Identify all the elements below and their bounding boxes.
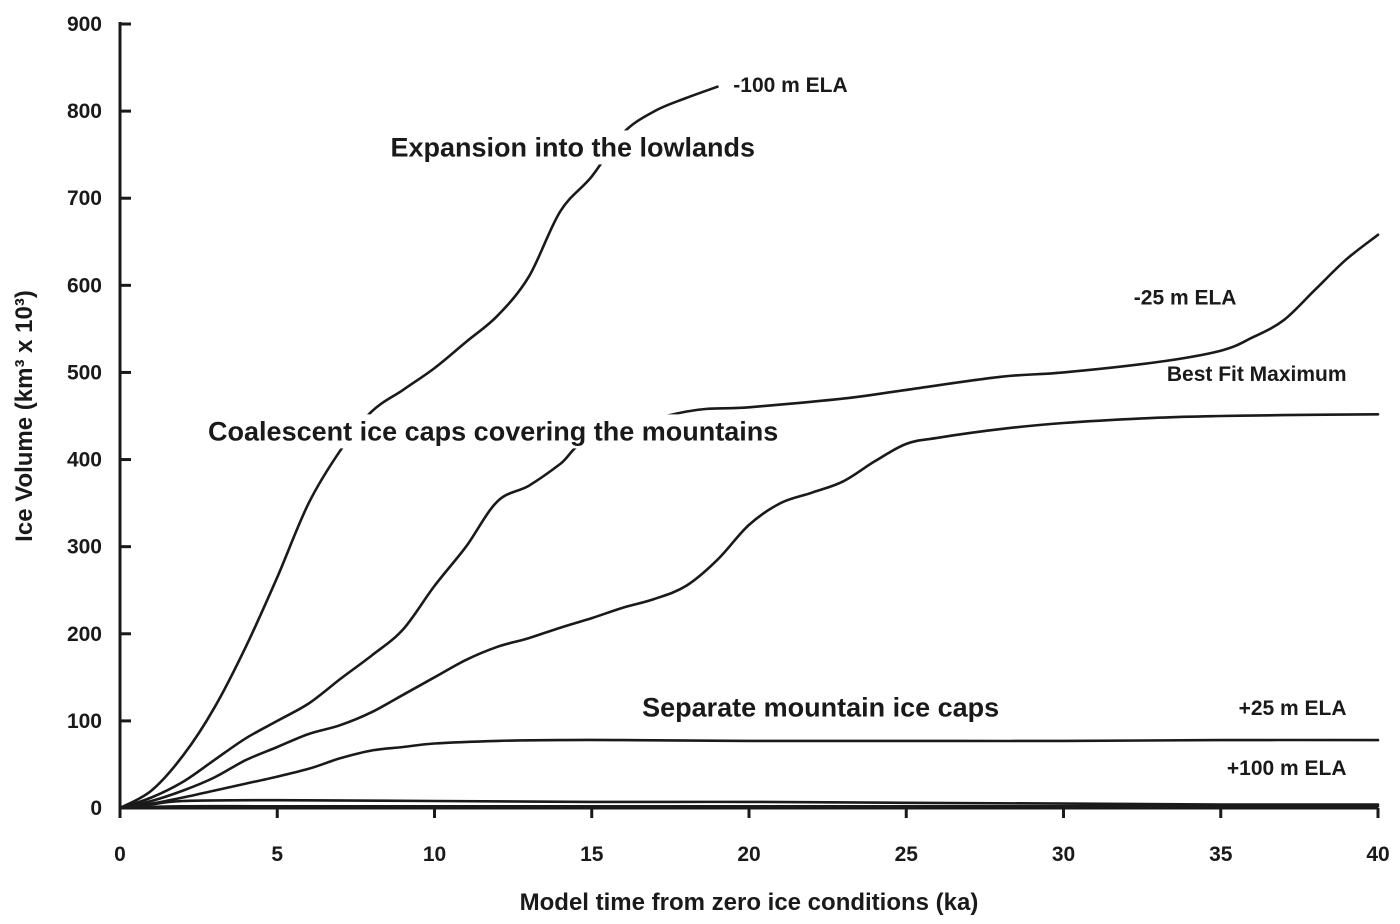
x-ticks: 0 5 10 15 20 25 30 35 40 (114, 808, 1390, 866)
annotation-text: Coalescent ice caps covering the mountai… (208, 416, 778, 446)
x-tick-label: 40 (1366, 843, 1389, 866)
x-tick-label: 30 (1052, 843, 1075, 866)
series-label: -25 m ELA (1134, 286, 1237, 309)
annotation-text: Expansion into the lowlands (390, 132, 755, 162)
series-group (118, 85, 1380, 810)
y-tick-label: 500 (67, 361, 102, 384)
series-label: +100 m ELA (1227, 757, 1347, 780)
series-line-3 (118, 738, 1380, 810)
series-label: Best Fit Maximum (1167, 363, 1347, 386)
x-tick-label: 20 (737, 843, 760, 866)
x-tick-label: 25 (895, 843, 919, 866)
y-tick-label: 400 (67, 449, 102, 472)
y-tick-label: 200 (67, 623, 102, 646)
y-tick-label: 700 (67, 187, 102, 210)
annotations: Expansion into the lowlands Coalescent ic… (202, 130, 1006, 725)
x-axis-title: Model time from zero ice conditions (ka) (520, 889, 979, 916)
x-tick-label: 5 (271, 843, 283, 866)
y-tick-label: 800 (67, 100, 102, 123)
y-ticks: 0 100 200 300 400 500 600 700 800 900 (67, 13, 131, 820)
y-tick-label: 600 (67, 274, 102, 297)
annotation-group: Expansion into the lowlands (384, 130, 762, 165)
series-labels: -100 m ELA -25 m ELA Best Fit Maximum +25 m… (733, 74, 1346, 780)
series-line-5 (118, 804, 1380, 810)
annotation-group: Coalescent ice caps covering the mountai… (202, 414, 785, 449)
series-label: +25 m ELA (1239, 697, 1347, 720)
x-tick-label: 0 (114, 843, 126, 866)
x-tick-label: 10 (423, 843, 446, 866)
y-tick-label: 100 (67, 710, 102, 733)
y-tick-label: 300 (67, 536, 102, 559)
y-axis-title: Ice Volume (km³ x 10³) (11, 290, 38, 542)
annotation-backing (202, 414, 785, 449)
annotation-group: Separate mountain ice caps (636, 690, 1006, 725)
x-tick-label: 35 (1209, 843, 1233, 866)
series-line-4 (118, 798, 1380, 810)
annotation-backing (384, 130, 762, 165)
y-tick-label: 900 (67, 13, 102, 36)
series-line-1 (118, 233, 1380, 810)
x-tick-label: 15 (580, 843, 604, 866)
series-line-2 (118, 413, 1380, 810)
y-tick-label: 0 (90, 797, 102, 820)
annotation-text: Separate mountain ice caps (642, 693, 999, 723)
annotation-backing (636, 690, 1006, 725)
series-label: -100 m ELA (733, 74, 847, 97)
